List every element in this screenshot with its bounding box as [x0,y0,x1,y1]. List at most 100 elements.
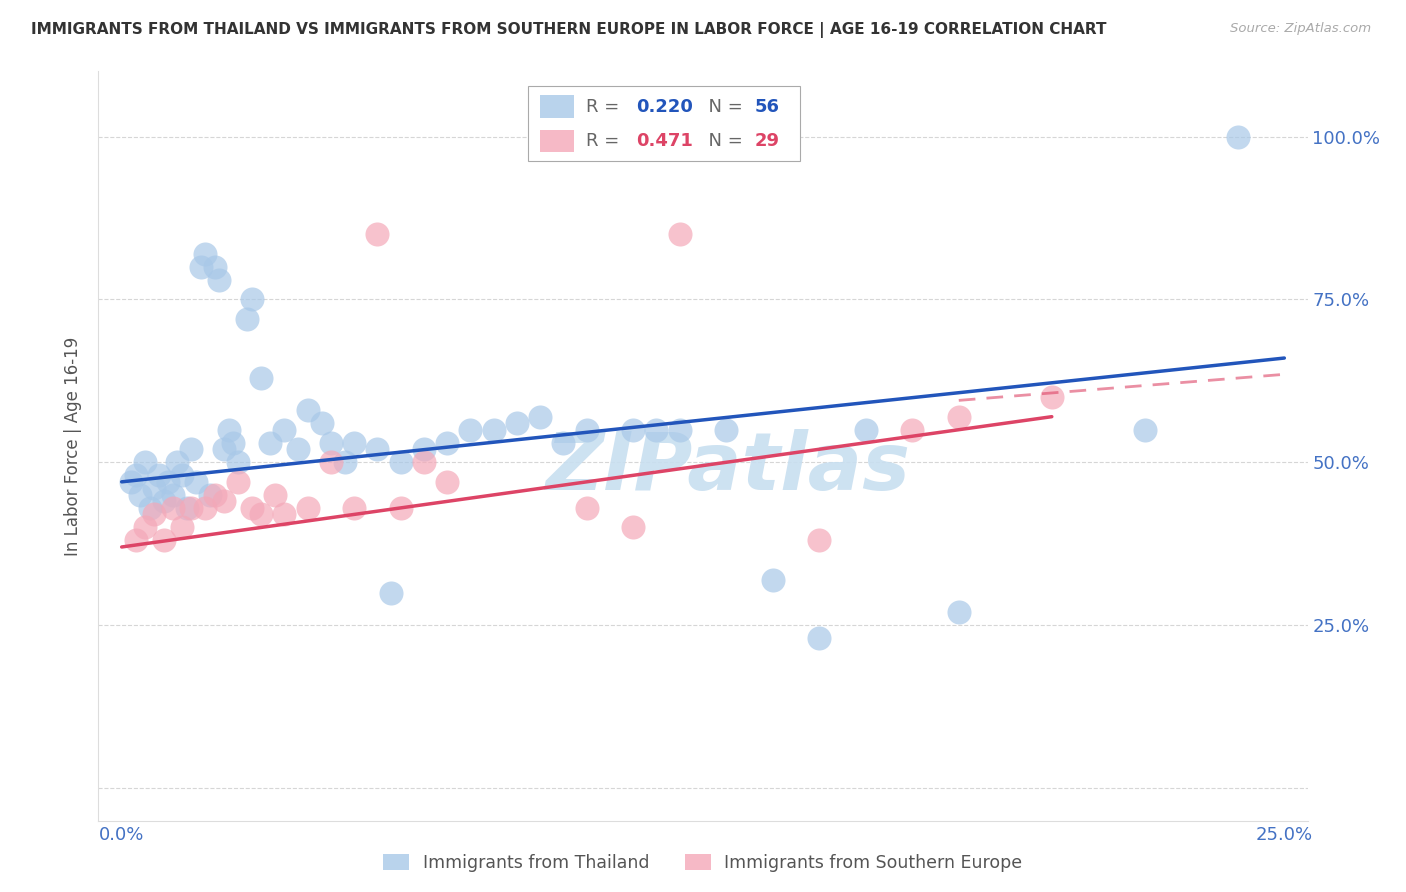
Point [176,500,198,515]
Point [668,423,690,437]
Point [319,455,342,469]
Point [172,520,194,534]
Point [240,293,263,307]
FancyBboxPatch shape [527,87,800,161]
Point [366,227,388,242]
Point [162,488,184,502]
Point [436,435,458,450]
Point [190,260,212,274]
Point [287,442,309,457]
Point [134,520,156,534]
Point [134,455,156,469]
Point [143,508,166,522]
Text: 0.220: 0.220 [637,97,693,116]
Point [157,475,180,489]
Point [208,273,231,287]
Text: IMMIGRANTS FROM THAILAND VS IMMIGRANTS FROM SOUTHERN EUROPE IN LABOR FORCE | AGE: IMMIGRANTS FROM THAILAND VS IMMIGRANTS F… [31,22,1107,38]
Point [808,533,831,548]
Point [143,481,166,495]
Point [855,423,877,437]
Point [226,455,249,469]
Point [240,500,263,515]
Point [264,488,287,502]
Y-axis label: In Labor Force | Age 16-19: In Labor Force | Age 16-19 [65,336,83,556]
Text: ZIPatlas: ZIPatlas [544,429,910,508]
Point [948,409,970,424]
Point [297,500,319,515]
Point [172,468,194,483]
Point [1133,423,1156,437]
Point [319,435,342,450]
Text: 56: 56 [755,97,780,116]
Text: N =: N = [697,132,748,150]
Point [621,423,644,437]
Point [124,468,146,483]
Point [212,442,235,457]
Point [948,605,970,619]
Point [212,494,235,508]
Point [366,442,388,457]
Point [553,435,575,450]
Point [273,508,295,522]
Point [204,260,226,274]
Point [389,500,412,515]
Point [129,488,152,502]
Point [389,455,412,469]
Legend: Immigrants from Thailand, Immigrants from Southern Europe: Immigrants from Thailand, Immigrants fro… [377,847,1029,879]
Point [152,533,174,548]
Point [184,475,207,489]
Point [343,435,366,450]
Point [120,475,142,489]
Point [273,423,295,437]
Point [575,500,598,515]
Point [124,533,146,548]
Point [297,403,319,417]
Point [204,488,226,502]
Text: Source: ZipAtlas.com: Source: ZipAtlas.com [1230,22,1371,36]
Point [333,455,356,469]
Text: R =: R = [586,132,624,150]
Point [529,409,551,424]
Point [460,423,482,437]
Point [218,423,240,437]
Point [343,500,366,515]
Point [250,370,273,384]
Text: 29: 29 [755,132,780,150]
Point [413,442,436,457]
Point [259,435,281,450]
Point [668,227,690,242]
Point [311,416,333,430]
Point [236,312,259,326]
Point [808,631,831,645]
Point [716,423,738,437]
Text: R =: R = [586,97,624,116]
Point [413,455,436,469]
Point [762,573,785,587]
Point [180,442,202,457]
Point [166,455,188,469]
Point [222,435,245,450]
Point [1226,129,1249,144]
Point [645,423,668,437]
Text: 0.471: 0.471 [637,132,693,150]
Point [148,468,170,483]
Point [380,585,402,599]
Point [198,488,221,502]
Point [152,494,174,508]
Point [194,247,217,261]
Point [575,423,598,437]
Bar [540,95,574,118]
Point [162,500,184,515]
Point [180,500,202,515]
Point [250,508,273,522]
Bar [540,130,574,153]
Point [901,423,924,437]
Point [436,475,458,489]
Point [194,500,217,515]
Point [226,475,249,489]
Text: N =: N = [697,97,748,116]
Point [138,500,160,515]
Point [506,416,529,430]
Point [482,423,505,437]
Point [621,520,644,534]
